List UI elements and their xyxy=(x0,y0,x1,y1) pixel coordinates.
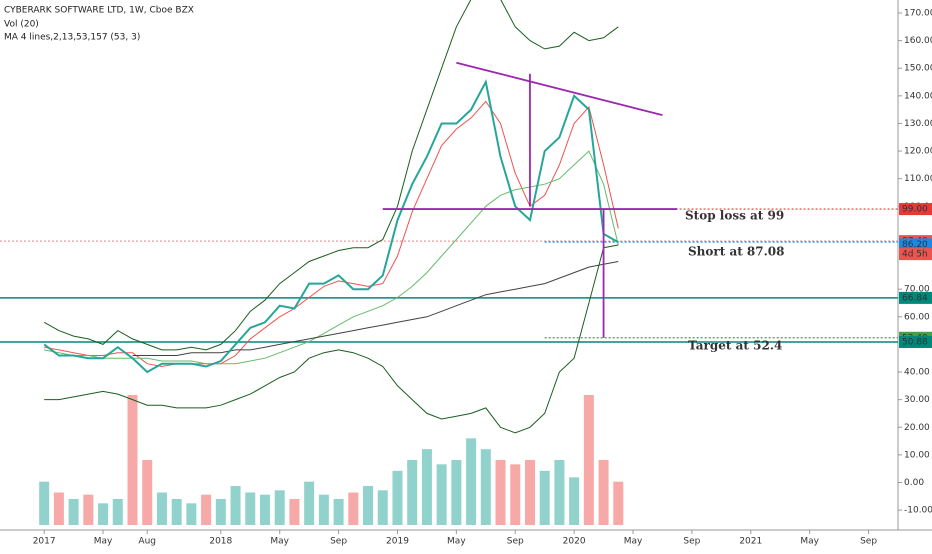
x-tick-label: Sep xyxy=(860,537,877,547)
volume-bar xyxy=(318,494,329,525)
volume-bar xyxy=(495,460,506,525)
volume-bar xyxy=(142,460,153,525)
volume-bar xyxy=(363,486,374,525)
y-tick-label: 170.00 xyxy=(904,8,932,18)
volume-bar xyxy=(613,481,624,525)
volume-bar xyxy=(407,460,418,525)
x-tick-label: 2020 xyxy=(563,537,586,547)
volume-bar xyxy=(259,494,270,525)
price-badge-label: 86.20 xyxy=(902,240,928,250)
volume-bar xyxy=(466,438,477,525)
x-tick-label: May xyxy=(270,537,289,547)
drawing-segment xyxy=(456,61,663,117)
y-tick-label: 160.00 xyxy=(904,36,932,46)
price-badge xyxy=(899,291,932,304)
volume-bar xyxy=(510,464,521,525)
y-tick-label: 130.00 xyxy=(904,119,932,129)
price-badge-label: 50.88 xyxy=(902,337,928,347)
x-tick-label: Aug xyxy=(138,537,156,547)
x-tick-label: May xyxy=(624,537,643,547)
y-tick-label: 20.00 xyxy=(904,423,930,433)
annotation: Short at 87.08 xyxy=(688,245,785,259)
price-line-series xyxy=(43,79,619,374)
volume-bar xyxy=(421,449,432,525)
y-tick-label: 60.00 xyxy=(904,312,930,322)
y-tick-label: 0.00 xyxy=(904,478,924,488)
volume-bar xyxy=(112,499,123,525)
x-tick-label: 2021 xyxy=(739,537,762,547)
annotation: Target at 52.4 xyxy=(688,339,782,353)
volume-bar xyxy=(569,477,580,525)
volume-bar xyxy=(554,460,565,525)
volume-bar xyxy=(539,470,550,525)
indicator-line xyxy=(132,261,619,356)
volume-bar xyxy=(98,503,109,525)
volume-bar xyxy=(598,460,609,525)
y-tick-label: 70.00 xyxy=(904,285,930,295)
price-badge xyxy=(899,238,932,251)
annotation: Stop loss at 99 xyxy=(685,209,784,223)
volume-bar xyxy=(436,464,447,525)
y-tick-label: 140.00 xyxy=(904,91,932,101)
x-tick-label: 2017 xyxy=(33,537,56,547)
volume-bar xyxy=(186,503,197,525)
price-badge-label: 99.00 xyxy=(902,205,928,215)
indicator-label: Vol (20) xyxy=(4,20,39,30)
volume-bar xyxy=(377,490,388,525)
countdown-badge xyxy=(899,248,932,261)
volume-bar xyxy=(480,449,491,525)
price-badge-label: 66.84 xyxy=(902,293,928,303)
x-tick-label: Sep xyxy=(507,537,524,547)
plot-area xyxy=(0,0,898,525)
y-tick-label: 150.00 xyxy=(904,64,932,74)
countdown-label: 4d 5h xyxy=(902,250,928,260)
x-tick-label: May xyxy=(94,537,113,547)
volume-bar xyxy=(583,395,594,525)
y-tick-label: 10.00 xyxy=(904,450,930,460)
y-tick-label: -10.00 xyxy=(904,506,932,516)
volume-bar xyxy=(451,460,462,525)
indicator-line xyxy=(44,150,619,365)
volume-bar xyxy=(274,490,285,525)
price-badge xyxy=(899,335,932,348)
volume-bar xyxy=(215,499,226,525)
x-tick-label: May xyxy=(447,537,466,547)
price-badge xyxy=(899,203,932,216)
x-tick-label: May xyxy=(800,537,819,547)
indicator-line xyxy=(44,244,619,434)
y-tick-label: 110.00 xyxy=(904,174,932,184)
volume-bar xyxy=(333,499,344,525)
x-tick-label: Sep xyxy=(683,537,700,547)
chart-title: CYBERARK SOFTWARE LTD, 1W, Cboe BZX xyxy=(4,6,194,16)
volume-bar xyxy=(39,481,50,525)
volume-bar xyxy=(348,492,359,525)
volume-bar xyxy=(524,460,535,525)
volume-bar xyxy=(53,492,64,525)
volume-bar xyxy=(68,499,79,525)
volume-bar xyxy=(289,499,300,525)
x-tick-label: 2018 xyxy=(209,537,232,547)
volume-bar xyxy=(201,494,212,525)
volume-bar xyxy=(304,481,315,525)
volume-bar xyxy=(245,492,256,525)
volume-bar xyxy=(127,395,138,525)
volume-bar xyxy=(156,492,167,525)
x-tick-label: 2019 xyxy=(386,537,409,547)
indicator-line xyxy=(43,0,619,351)
indicator-label: MA 4 lines,2,13,53,157 (53, 3) xyxy=(4,33,140,43)
y-tick-label: 30.00 xyxy=(904,395,930,405)
volume-bar xyxy=(83,494,94,525)
y-tick-label: 40.00 xyxy=(904,368,930,378)
volume-bar xyxy=(230,486,241,525)
volume-bar xyxy=(392,470,403,525)
volume-bar xyxy=(171,499,182,525)
y-tick-label: 120.00 xyxy=(904,147,932,157)
x-tick-label: Sep xyxy=(330,537,347,547)
